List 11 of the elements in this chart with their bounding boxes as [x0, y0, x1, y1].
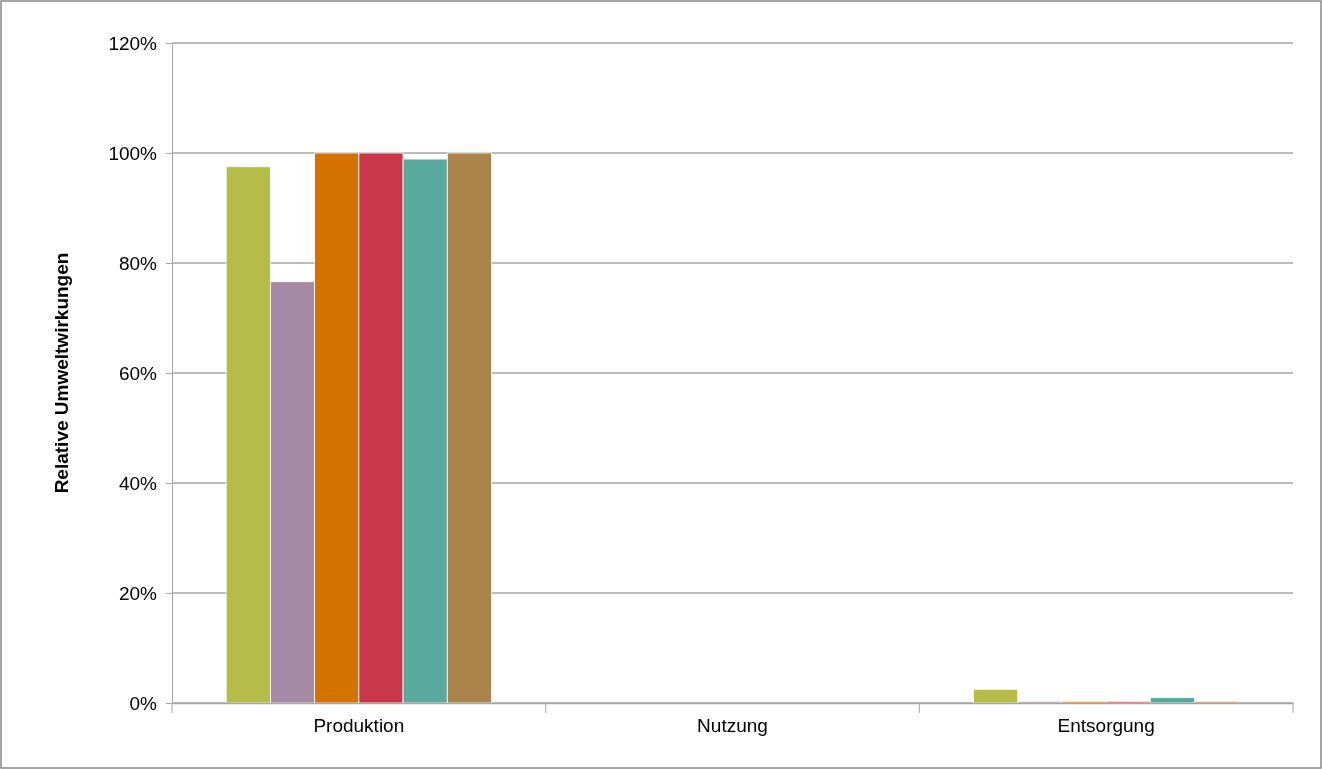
- y-tick-label: 80%: [118, 252, 158, 274]
- y-tick-label: 100%: [108, 142, 158, 164]
- y-tick-label: 120%: [108, 32, 158, 54]
- y-tick-label: 20%: [118, 582, 158, 604]
- y-tick-label: 0%: [129, 692, 158, 714]
- x-tick-label: Produktion: [313, 715, 405, 736]
- y-tick-label: 60%: [118, 362, 158, 384]
- y-tick-label: 40%: [118, 472, 158, 494]
- x-tick-label: Nutzung: [697, 715, 768, 736]
- y-axis-title: Relative Umweltwirkungen: [51, 252, 72, 494]
- x-tick-label: Entsorgung: [1057, 715, 1155, 736]
